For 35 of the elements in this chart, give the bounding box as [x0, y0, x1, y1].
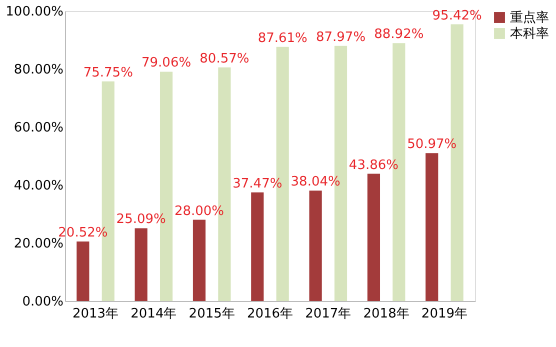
- y-tick-label: 100.00%: [6, 4, 64, 20]
- data-label: 50.97%: [407, 137, 457, 152]
- bar: [251, 192, 264, 301]
- data-label: 75.75%: [83, 65, 133, 80]
- data-label: 95.42%: [432, 8, 482, 24]
- x-tick-label: 2014年: [130, 306, 177, 322]
- bar: [76, 241, 90, 301]
- data-label: 38.04%: [290, 174, 340, 190]
- data-label: 43.86%: [348, 158, 398, 173]
- bar: [426, 153, 438, 301]
- y-tick-label: 20.00%: [14, 236, 64, 252]
- bar: [134, 228, 148, 301]
- data-label: 28.00%: [174, 204, 224, 219]
- legend-label: 重点率: [510, 10, 549, 26]
- data-label: 37.47%: [232, 176, 282, 192]
- x-tick-label: 2017年: [305, 306, 352, 322]
- x-tick-label: 2016年: [246, 306, 294, 322]
- legend-label: 本科率: [510, 26, 549, 42]
- data-label: 88.92%: [374, 27, 424, 42]
- data-label: 80.57%: [200, 51, 250, 66]
- y-tick-label: 80.00%: [14, 62, 64, 78]
- x-tick-label: 2013年: [72, 306, 119, 322]
- data-label: 87.61%: [258, 30, 308, 46]
- y-tick-label: 0.00%: [22, 294, 64, 310]
- data-label: 87.97%: [316, 30, 366, 45]
- x-tick-label: 2015年: [188, 306, 235, 322]
- bar: [309, 190, 322, 301]
- x-tick-label: 2018年: [363, 306, 410, 322]
- y-tick-label: 40.00%: [14, 178, 64, 194]
- y-tick-label: 60.00%: [14, 120, 64, 136]
- bar: [367, 174, 380, 301]
- data-label: 79.06%: [142, 56, 192, 71]
- x-tick-label: 2019年: [421, 306, 468, 322]
- bar: [192, 220, 206, 301]
- data-label: 25.09%: [116, 212, 166, 228]
